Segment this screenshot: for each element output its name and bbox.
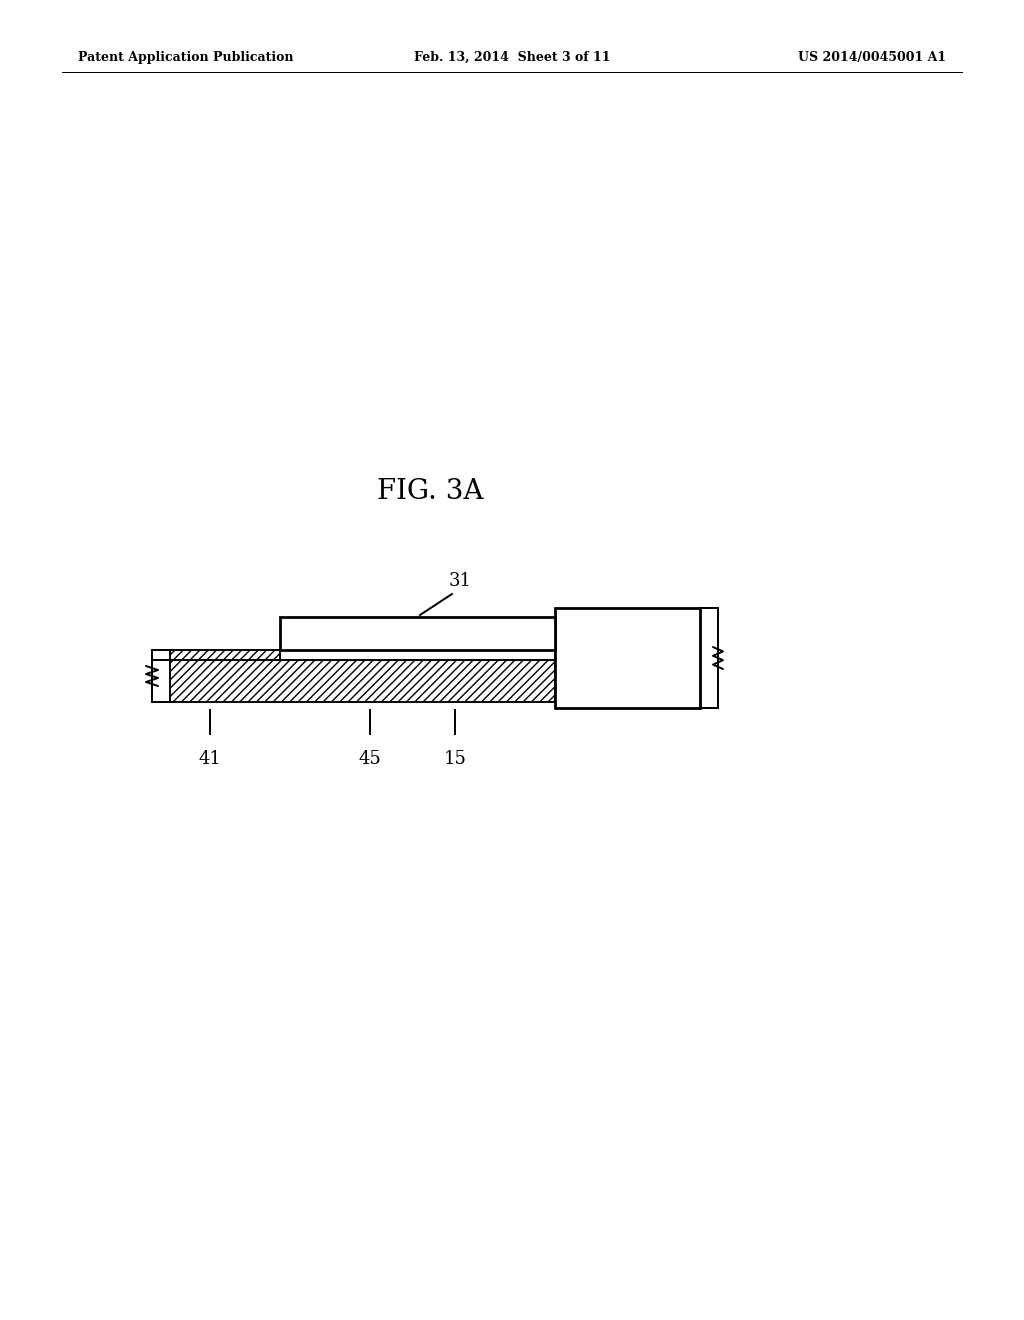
Text: FIG. 3A: FIG. 3A xyxy=(377,478,483,506)
Bar xyxy=(280,616,555,649)
Text: 31: 31 xyxy=(449,572,471,590)
Text: Patent Application Publication: Patent Application Publication xyxy=(78,50,294,63)
Text: US 2014/0045001 A1: US 2014/0045001 A1 xyxy=(798,50,946,63)
Bar xyxy=(280,649,555,660)
Text: 45: 45 xyxy=(358,750,381,768)
Bar xyxy=(555,609,700,708)
Text: Feb. 13, 2014  Sheet 3 of 11: Feb. 13, 2014 Sheet 3 of 11 xyxy=(414,50,610,63)
Bar xyxy=(170,660,555,702)
Text: 41: 41 xyxy=(199,750,221,768)
Bar xyxy=(170,649,280,660)
Text: 15: 15 xyxy=(443,750,467,768)
